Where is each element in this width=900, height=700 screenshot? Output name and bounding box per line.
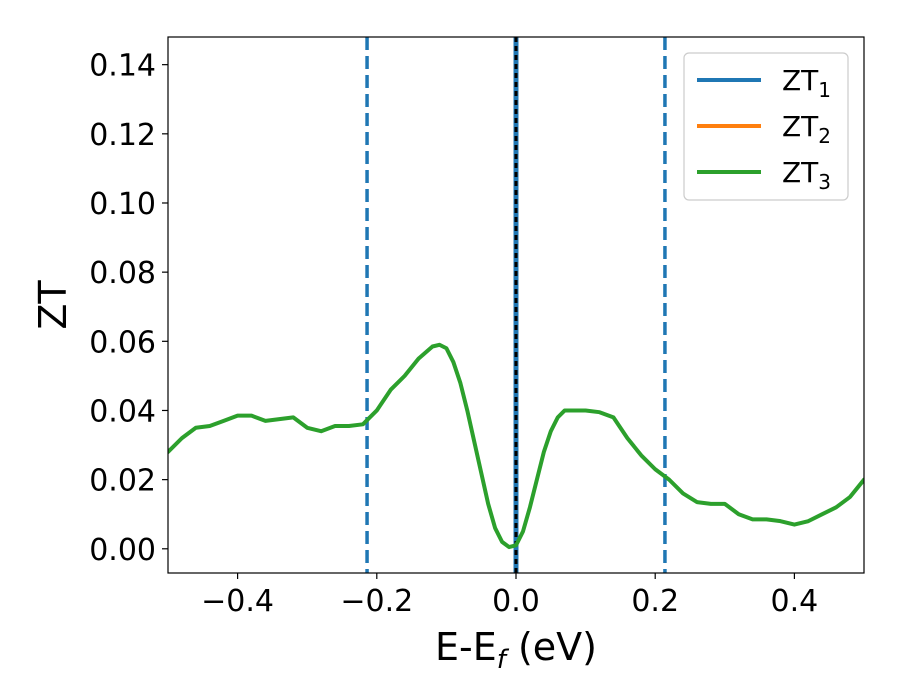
legend: ZT1 ZT2 ZT3 — [683, 52, 849, 201]
x-tick-label: −0.4 — [201, 584, 274, 619]
y-axis-label: ZT — [31, 280, 75, 330]
legend-label: ZT1 — [782, 64, 831, 102]
y-axis: 0.00 0.02 0.04 0.06 0.08 0.10 0.12 0.14 — [89, 49, 168, 568]
y-tick-label: 0.04 — [89, 394, 156, 429]
x-axis-label-unit: (eV) — [506, 625, 597, 669]
reference-lines — [365, 37, 667, 573]
x-tick-label: 0.4 — [771, 584, 819, 619]
legend-label: ZT2 — [782, 110, 831, 148]
y-tick-label: 0.08 — [89, 256, 156, 291]
legend-label: ZT3 — [782, 156, 831, 194]
x-axis-label-main: E-E — [435, 625, 497, 669]
y-tick-label: 0.06 — [89, 325, 156, 360]
series-layer — [168, 342, 864, 550]
y-tick-label: 0.02 — [89, 464, 156, 499]
y-tick-label: 0.00 — [89, 533, 156, 568]
series-line — [168, 342, 864, 550]
x-tick-label: 0.2 — [631, 584, 679, 619]
legend-box — [683, 52, 849, 201]
x-axis-label: E-Ef (eV) — [435, 625, 597, 675]
y-tick-label: 0.14 — [89, 49, 156, 84]
x-tick-label: 0.0 — [492, 584, 540, 619]
x-axis: −0.4 −0.2 0.0 0.2 0.4 — [201, 573, 818, 619]
y-tick-label: 0.10 — [89, 187, 156, 222]
y-tick-label: 0.12 — [89, 118, 156, 153]
x-tick-label: −0.2 — [340, 584, 413, 619]
